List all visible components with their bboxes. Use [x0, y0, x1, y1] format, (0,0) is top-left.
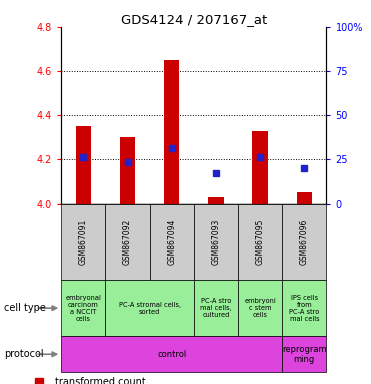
Bar — [61, 280, 105, 336]
Bar — [238, 280, 282, 336]
Bar — [76, 126, 91, 204]
Text: protocol: protocol — [4, 349, 43, 359]
Bar — [120, 137, 135, 204]
Text: PC-A stromal cells,
sorted: PC-A stromal cells, sorted — [119, 302, 181, 314]
Text: control: control — [157, 350, 186, 359]
Bar — [61, 204, 105, 280]
Text: cell type: cell type — [4, 303, 46, 313]
Text: GSM867096: GSM867096 — [300, 219, 309, 265]
Bar — [194, 204, 238, 280]
Bar — [297, 192, 312, 204]
Text: GSM867092: GSM867092 — [123, 219, 132, 265]
Bar — [252, 131, 268, 204]
Text: PC-A stro
mal cells,
cultured: PC-A stro mal cells, cultured — [200, 298, 232, 318]
Text: GSM867095: GSM867095 — [256, 219, 265, 265]
Bar — [164, 60, 180, 204]
Bar — [150, 204, 194, 280]
Text: embryoni
c stem
cells: embryoni c stem cells — [244, 298, 276, 318]
Text: GSM867094: GSM867094 — [167, 219, 176, 265]
Bar — [208, 197, 224, 204]
Text: GSM867093: GSM867093 — [211, 219, 220, 265]
Text: IPS cells
from
PC-A stro
mal cells: IPS cells from PC-A stro mal cells — [289, 295, 319, 322]
Bar — [282, 204, 326, 280]
Bar — [105, 204, 150, 280]
Bar — [61, 336, 282, 372]
Bar — [282, 280, 326, 336]
Bar — [238, 204, 282, 280]
Text: transformed count: transformed count — [55, 377, 146, 384]
Text: reprogram
ming: reprogram ming — [282, 344, 327, 364]
Bar — [194, 280, 238, 336]
Bar — [282, 336, 326, 372]
Bar — [105, 280, 194, 336]
Title: GDS4124 / 207167_at: GDS4124 / 207167_at — [121, 13, 267, 26]
Text: GSM867091: GSM867091 — [79, 219, 88, 265]
Text: embryonal
carcinom
a NCCIT
cells: embryonal carcinom a NCCIT cells — [65, 295, 101, 322]
